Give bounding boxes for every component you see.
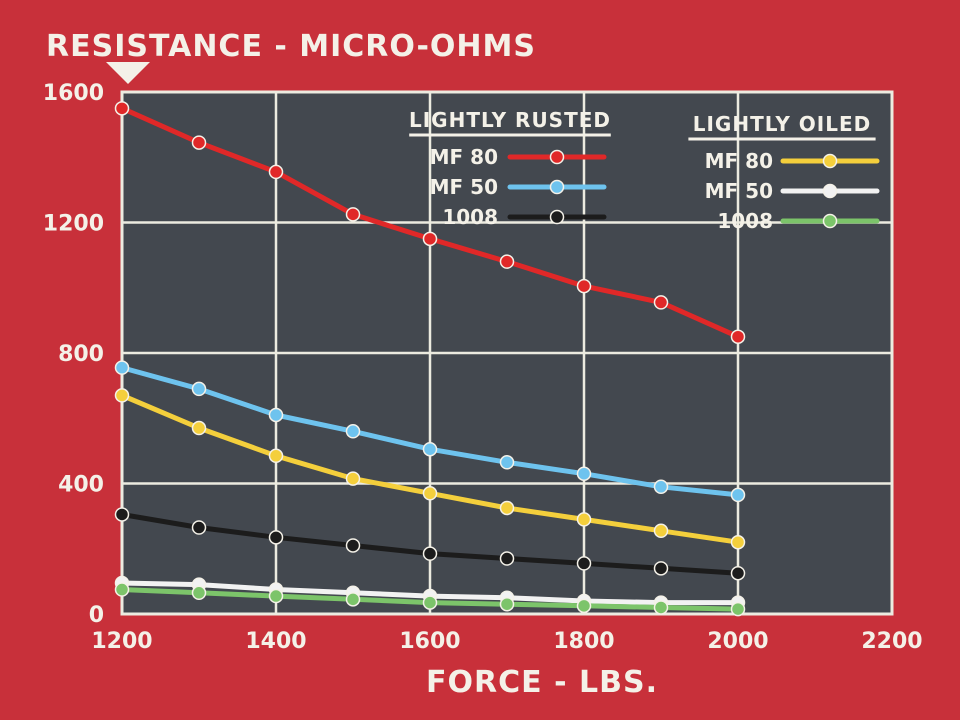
- data-point-lightly-oiled-mf-80: [653, 523, 669, 539]
- data-point-lightly-rusted-mf-50: [114, 360, 130, 375]
- data-point-lightly-rusted-1008: [114, 507, 130, 522]
- data-point-lightly-rusted-mf-80: [345, 207, 361, 222]
- data-point-lightly-rusted-mf-80: [653, 295, 669, 310]
- x-tick-label: 1800: [553, 629, 614, 654]
- data-point-lightly-rusted-1008: [345, 538, 361, 553]
- legend-swatch-marker: [822, 183, 838, 199]
- legend-group-title: LIGHTLY RUSTED: [409, 108, 611, 132]
- legend-label: MF 50: [430, 175, 498, 199]
- x-tick-label: 1400: [245, 629, 306, 654]
- data-point-lightly-oiled-mf-80: [422, 486, 438, 501]
- legend-swatch-marker: [549, 179, 565, 195]
- data-point-lightly-rusted-mf-80: [268, 164, 284, 180]
- y-axis-label: RESISTANCE - MICRO-OHMS: [46, 29, 536, 64]
- plot-border: [120, 90, 894, 616]
- data-point-lightly-rusted-mf-80: [730, 329, 746, 344]
- legend: LIGHTLY RUSTED MF 80 MF 50 1008 LIGHTLY OILE…: [409, 108, 880, 233]
- data-point-lightly-rusted-mf-80: [576, 278, 592, 294]
- data-point-lightly-rusted-mf-80: [499, 254, 515, 269]
- legend-label: 1008: [717, 209, 773, 233]
- data-point-lightly-rusted-mf-50: [422, 441, 438, 457]
- grid: [120, 90, 894, 616]
- data-point-lightly-rusted-mf-50: [653, 479, 669, 495]
- data-point-lightly-rusted-1008: [268, 530, 284, 545]
- data-point-lightly-oiled-1008: [653, 600, 669, 615]
- data-point-lightly-oiled-mf-80: [499, 500, 515, 516]
- data-point-lightly-rusted-mf-50: [345, 424, 361, 439]
- legend-label: MF 80: [430, 145, 498, 169]
- data-point-lightly-rusted-mf-50: [191, 381, 207, 397]
- data-point-lightly-oiled-mf-80: [576, 512, 592, 527]
- data-point-lightly-oiled-1008: [730, 601, 746, 617]
- x-axis-label: FORCE - LBS.: [426, 665, 658, 700]
- data-point-lightly-rusted-1008: [422, 546, 438, 561]
- y-ticks: 0 400 800 1200 1600: [43, 81, 104, 628]
- data-point-lightly-oiled-1008: [114, 582, 130, 597]
- y-tick-label: 1600: [43, 81, 104, 106]
- data-point-lightly-oiled-1008: [268, 588, 284, 604]
- data-point-lightly-rusted-1008: [730, 565, 746, 581]
- legend-swatch-marker: [549, 209, 565, 225]
- data-point-lightly-rusted-1008: [191, 520, 207, 535]
- x-tick-label: 2200: [861, 629, 922, 654]
- data-point-lightly-oiled-mf-80: [268, 448, 284, 464]
- legend-swatch-marker: [549, 149, 565, 165]
- data-point-lightly-oiled-mf-80: [730, 534, 746, 550]
- data-point-lightly-oiled-mf-80: [114, 388, 130, 403]
- data-point-lightly-rusted-mf-50: [576, 466, 592, 481]
- data-point-lightly-rusted-mf-50: [268, 407, 284, 423]
- legend-swatch-marker: [822, 213, 838, 229]
- data-point-lightly-rusted-1008: [653, 561, 669, 576]
- data-point-lightly-rusted-1008: [576, 556, 592, 571]
- data-point-lightly-rusted-1008: [499, 551, 515, 566]
- legend-group-title: LIGHTLY OILED: [693, 112, 872, 136]
- x-ticks: 1200 1400 1600 1800 2000 2200: [91, 629, 922, 654]
- y-tick-label: 400: [58, 473, 104, 498]
- data-point-lightly-oiled-1008: [576, 598, 592, 614]
- data-point-lightly-oiled-mf-80: [345, 471, 361, 486]
- data-point-lightly-rusted-mf-80: [191, 135, 207, 150]
- data-point-lightly-rusted-mf-50: [499, 455, 515, 470]
- y-tick-label: 0: [89, 603, 104, 628]
- legend-label: MF 80: [705, 149, 773, 173]
- data-point-lightly-rusted-mf-80: [114, 101, 130, 116]
- data-point-lightly-rusted-mf-50: [730, 487, 746, 503]
- x-tick-label: 2000: [707, 629, 768, 654]
- legend-label: MF 50: [705, 179, 773, 203]
- data-point-lightly-rusted-mf-80: [422, 231, 438, 247]
- data-point-lightly-oiled-1008: [422, 595, 438, 610]
- data-point-lightly-oiled-mf-80: [191, 420, 207, 436]
- legend-swatch-marker: [822, 153, 838, 169]
- y-tick-label: 1200: [43, 212, 104, 237]
- legend-label: 1008: [442, 205, 498, 229]
- data-point-lightly-oiled-1008: [345, 592, 361, 607]
- series-layer: [114, 101, 746, 617]
- data-point-lightly-oiled-1008: [191, 585, 207, 601]
- x-tick-label: 1600: [399, 629, 460, 654]
- y-tick-label: 800: [58, 342, 104, 367]
- data-point-lightly-oiled-1008: [499, 596, 515, 612]
- x-tick-label: 1200: [91, 629, 152, 654]
- arrow-icon: [106, 62, 150, 84]
